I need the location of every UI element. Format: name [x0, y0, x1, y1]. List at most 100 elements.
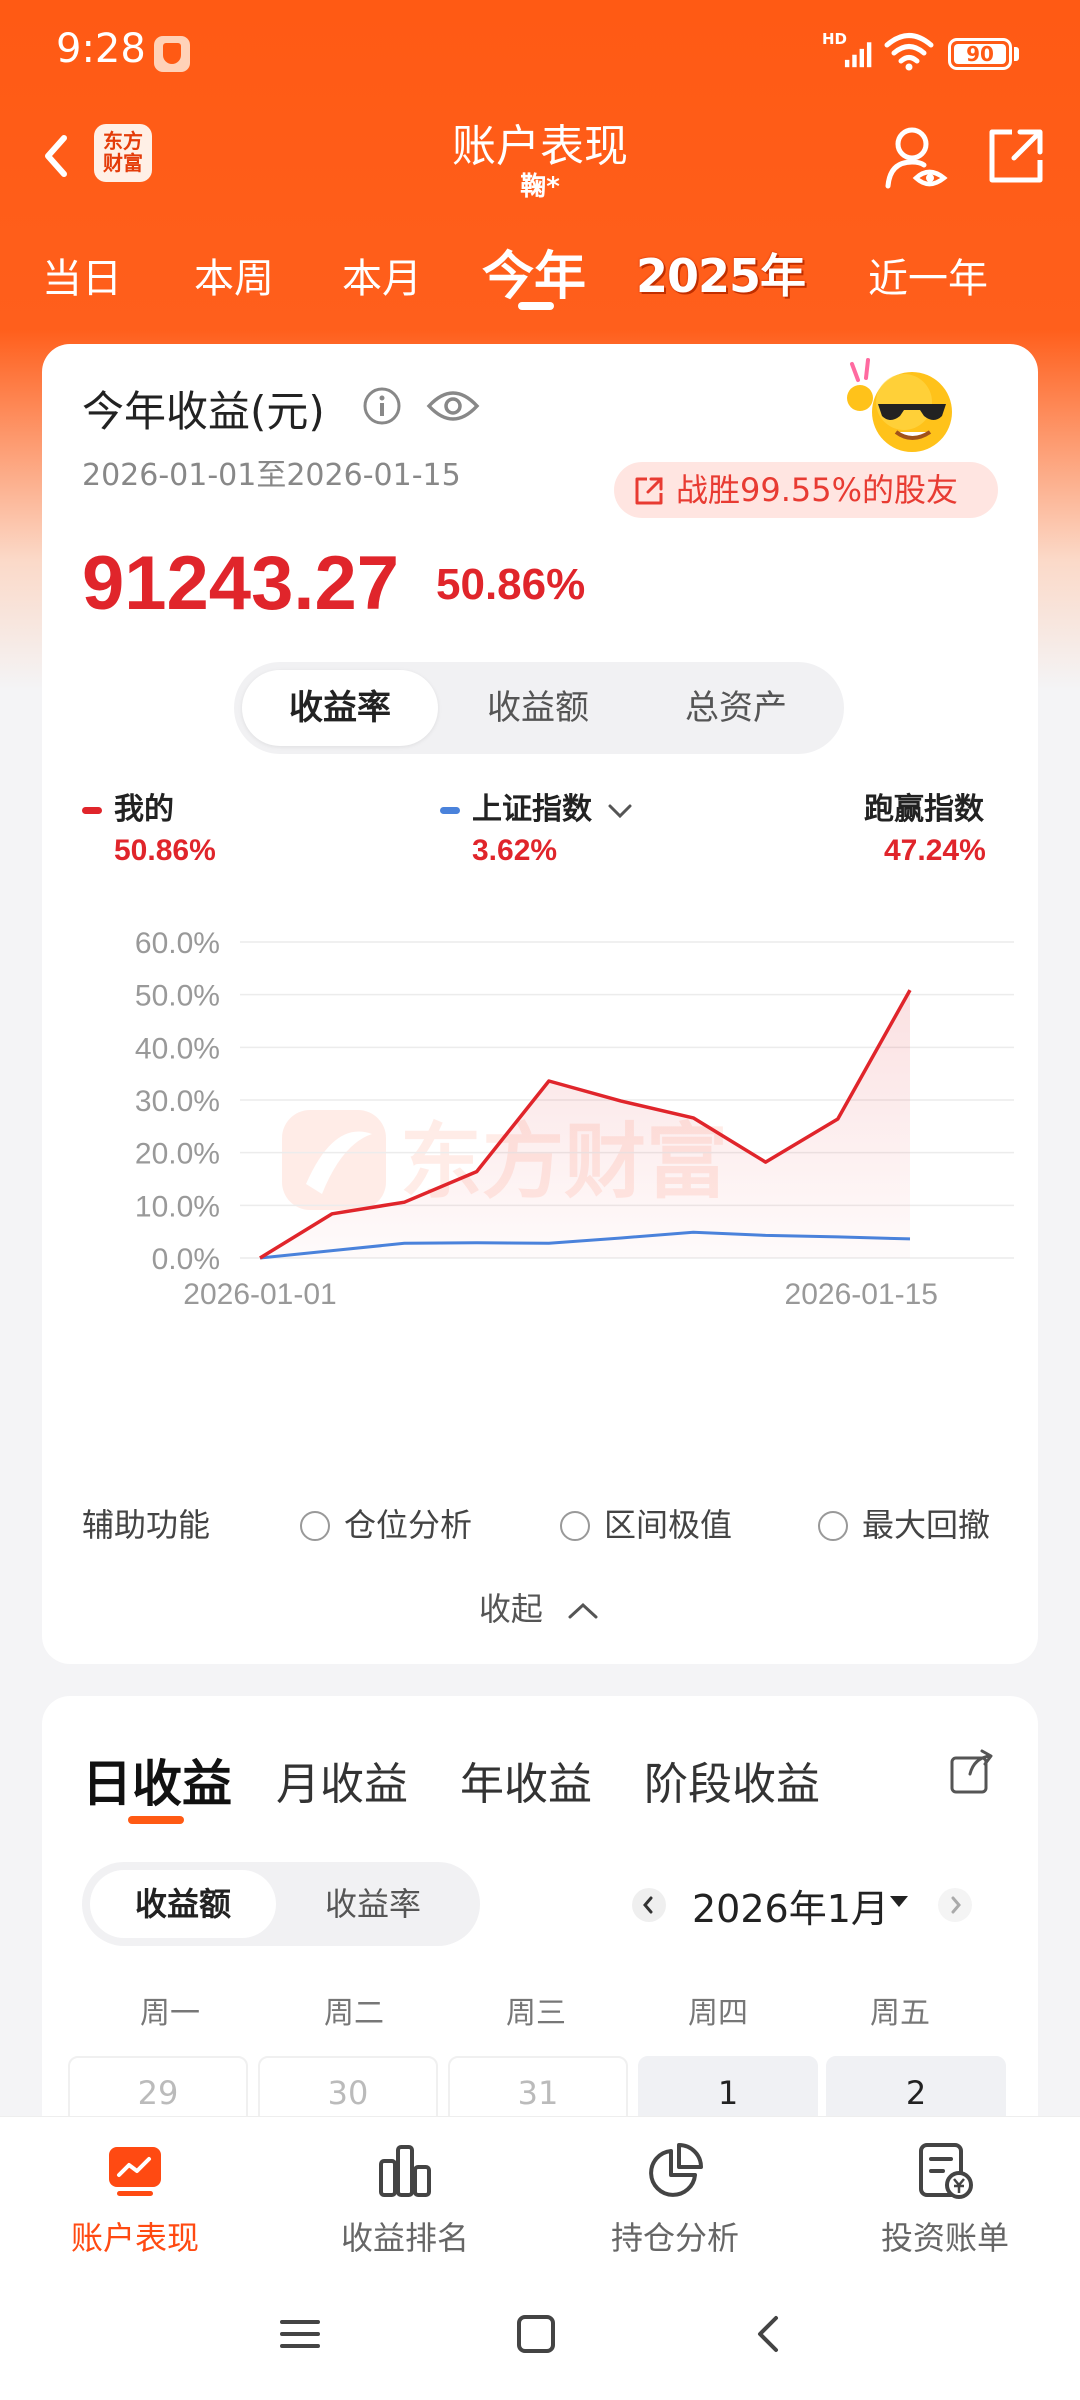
- nav-investment-bill[interactable]: 投资账单: [810, 2117, 1080, 2267]
- y-tick-label: 60.0%: [135, 927, 220, 960]
- pie-chart-icon: [649, 2143, 703, 2197]
- bill-icon: [919, 2143, 973, 2199]
- caret-down-icon[interactable]: [890, 1896, 908, 1907]
- income-value: 91243.27: [82, 541, 399, 626]
- signal-icon: [844, 42, 872, 68]
- legend-index[interactable]: 上证指数: [440, 784, 634, 828]
- network-type: HD: [822, 30, 848, 48]
- month-selector[interactable]: 2026年1月: [692, 1887, 889, 1931]
- metric-tab-amount[interactable]: 收益额: [487, 688, 589, 728]
- index-line: [259, 1230, 911, 1260]
- mine-line: [259, 989, 912, 1260]
- account-name: 鞠*: [520, 172, 560, 202]
- tab-this-week[interactable]: 本周: [194, 256, 274, 302]
- aux-label: 辅助功能: [82, 1506, 211, 1544]
- daily-tab-indicator: [128, 1816, 184, 1824]
- weekday-thu: 周四: [688, 1996, 748, 2031]
- battery-level: 90: [966, 42, 994, 66]
- metric-tab-rate[interactable]: 收益率: [242, 670, 438, 746]
- y-tick-label: 20.0%: [135, 1138, 220, 1171]
- share-icon[interactable]: [986, 126, 1046, 186]
- income-card: 今年收益(元) 2026-01-01至2026-01-15 战胜99.55%的股…: [42, 344, 1038, 1664]
- legend-mine-value: 50.86%: [114, 834, 216, 867]
- prev-month-button[interactable]: [632, 1888, 666, 1922]
- nav-income-ranking[interactable]: 收益排名: [270, 2117, 540, 2267]
- beat-rank-text: 战胜99.55%的股友: [676, 471, 959, 509]
- aux-option-max-drawdown[interactable]: 最大回撤: [818, 1500, 990, 1546]
- tab-indicator: [518, 302, 554, 310]
- y-tick-label: 0.0%: [152, 1243, 220, 1276]
- date-range: 2026-01-01至2026-01-15: [82, 458, 461, 493]
- page-title: 账户表现: [452, 121, 628, 172]
- system-nav-bar: [0, 2266, 1080, 2400]
- chevron-down-icon: [608, 804, 632, 818]
- metric-segmented-control: 收益率 收益额 总资产: [234, 662, 844, 754]
- daily-tab-amount[interactable]: 收益额: [90, 1870, 276, 1938]
- back-arrow-icon[interactable]: [30, 126, 90, 186]
- menu-icon[interactable]: [276, 2310, 324, 2358]
- daily-segmented-control: 收益额 收益率: [82, 1862, 480, 1946]
- radio-icon: [300, 1511, 330, 1541]
- tab-this-month[interactable]: 本月: [342, 256, 422, 302]
- metric-tab-total-assets[interactable]: 总资产: [685, 688, 787, 728]
- daily-tab-rate[interactable]: 收益率: [324, 1885, 421, 1923]
- info-icon[interactable]: [362, 386, 402, 426]
- next-month-button[interactable]: [938, 1888, 972, 1922]
- tab-this-year[interactable]: 今年: [482, 247, 587, 307]
- mascot-emoji-icon: [847, 358, 952, 452]
- app-notification-icon: [154, 36, 190, 72]
- tab-stage-income[interactable]: 阶段收益: [644, 1759, 820, 1810]
- y-tick-label: 10.0%: [135, 1190, 220, 1223]
- battery-icon: 90: [948, 38, 1012, 70]
- status-bar: 9:28 HD 90: [0, 0, 1080, 108]
- aux-option-range-extreme[interactable]: 区间极值: [560, 1500, 732, 1546]
- bar-chart-icon: [379, 2145, 431, 2197]
- tab-2025[interactable]: 2025年: [636, 249, 806, 303]
- y-tick-label: 40.0%: [135, 1032, 220, 1065]
- app-logo: 东方 财富: [94, 124, 152, 182]
- legend-beat-value: 47.24%: [884, 834, 986, 867]
- header: 东方 财富 账户表现 鞠*: [0, 108, 1080, 208]
- weekday-wed: 周三: [506, 1996, 566, 2031]
- weekday-tue: 周二: [324, 1996, 384, 2031]
- tab-daily-income[interactable]: 日收益: [82, 1755, 232, 1813]
- radio-icon: [560, 1511, 590, 1541]
- aux-option-position[interactable]: 仓位分析: [300, 1500, 472, 1546]
- legend-beat: 跑赢指数: [864, 792, 984, 827]
- share-small-icon: [635, 477, 663, 505]
- income-title: 今年收益(元): [82, 387, 325, 436]
- tab-yearly-income[interactable]: 年收益: [460, 1759, 592, 1810]
- aux-functions: 辅助功能 仓位分析 区间极值 最大回撤: [82, 1496, 1022, 1546]
- nav-position-analysis[interactable]: 持仓分析: [540, 2117, 810, 2267]
- export-icon[interactable]: [948, 1748, 996, 1796]
- performance-chart-icon: [109, 2147, 161, 2196]
- mine-area: [260, 990, 910, 1258]
- tab-last-year[interactable]: 近一年: [868, 256, 988, 302]
- legend-mine: 我的: [82, 784, 174, 828]
- eye-icon[interactable]: [426, 386, 480, 426]
- chevron-up-icon: [568, 1602, 598, 1619]
- income-percent: 50.86%: [436, 560, 586, 609]
- beat-rank-badge[interactable]: 战胜99.55%的股友: [614, 462, 998, 518]
- nav-account-performance[interactable]: 账户表现: [0, 2117, 270, 2267]
- y-tick-label: 50.0%: [135, 980, 220, 1013]
- y-tick-label: 30.0%: [135, 1085, 220, 1118]
- legend-index-value: 3.62%: [472, 834, 558, 867]
- user-eye-icon[interactable]: [884, 122, 948, 194]
- home-icon[interactable]: [512, 2310, 560, 2358]
- period-tabs: 当日 本周 本月 今年 2025年 近一年: [0, 228, 1080, 318]
- radio-icon: [818, 1511, 848, 1541]
- weekday-mon: 周一: [140, 1996, 200, 2031]
- bottom-nav: 账户表现 收益排名 持仓分析 投资账单: [0, 2116, 1080, 2266]
- collapse-button[interactable]: 收起: [42, 1584, 1038, 1630]
- x-tick-label: 2026-01-01: [183, 1278, 336, 1311]
- back-icon[interactable]: [746, 2310, 794, 2358]
- daily-income-card: 日收益 月收益 年收益 阶段收益 收益额 收益率 2026年1月 周一 周二 周…: [42, 1696, 1038, 2136]
- wifi-icon: [884, 33, 934, 71]
- tab-today[interactable]: 当日: [42, 256, 122, 302]
- x-tick-label: 2026-01-15: [785, 1278, 938, 1311]
- tab-monthly-income[interactable]: 月收益: [276, 1759, 408, 1810]
- status-time: 9:28: [56, 26, 146, 72]
- weekday-fri: 周五: [870, 1996, 930, 2031]
